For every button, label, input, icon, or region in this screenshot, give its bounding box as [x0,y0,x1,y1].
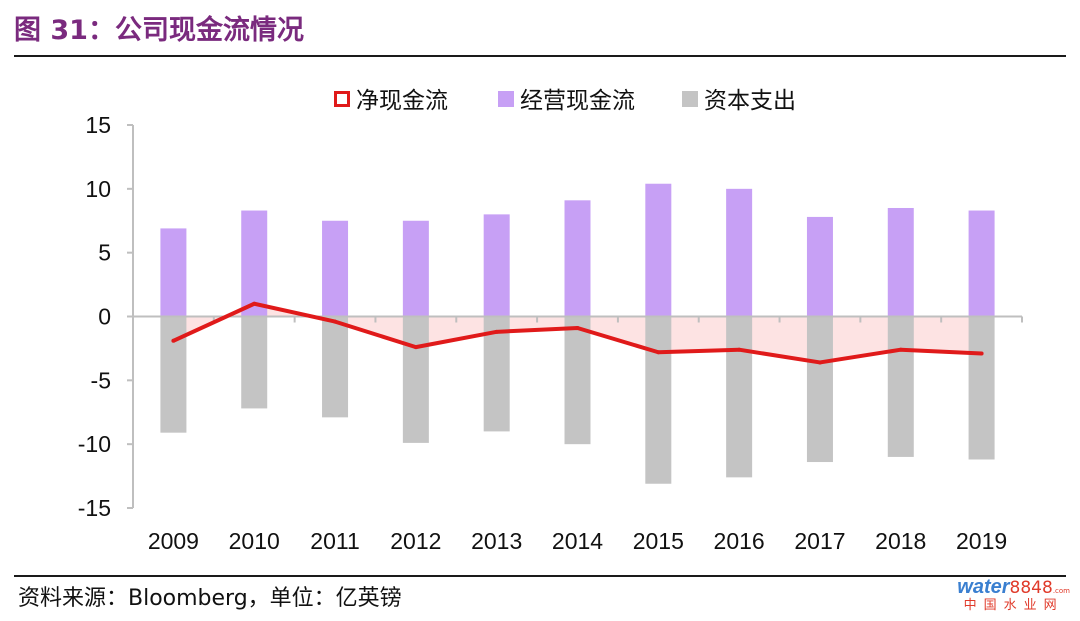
capex-bar-2019 [968,316,995,460]
operating-cash-flow-bar-2010 [241,210,268,317]
top-divider [14,55,1066,57]
x-tick-label-2017: 2017 [794,528,845,554]
watermark-number: 8848 [1009,578,1053,598]
operating-cash-flow-bar-2017 [806,216,833,317]
y-tick-label: -10 [78,431,111,457]
chart-legend: 净现金流 经营现金流 资本支出 [334,88,796,114]
capex-bar-2013 [483,316,510,432]
net-cash-flow-point-2019 [979,351,984,356]
net-cash-flow-point-2010 [252,301,257,306]
y-tick-label: 0 [98,304,111,330]
x-tick-label-2009: 2009 [148,528,199,554]
net-cash-flow-point-2017 [817,360,822,365]
operating-cash-flow-bar-2013 [483,214,510,317]
legend-item-3: 资本支出 [682,88,796,114]
x-tick-label-2015: 2015 [633,528,684,554]
bars-layer [160,183,995,484]
net-cash-flow-point-2009 [171,338,176,343]
x-tick-label-2010: 2010 [229,528,280,554]
operating-cash-flow-bar-2009 [160,228,187,317]
page-title: 图 31：公司现金流情况 [14,15,304,46]
legend-item-2: 经营现金流 [498,88,635,114]
net-cash-flow-point-2016 [737,347,742,352]
net-cash-flow-point-2018 [898,347,903,352]
net-cash-flow-point-2015 [656,350,661,355]
operating-cash-flow-bar-2018 [887,207,914,317]
capex-bar-2017 [806,316,833,463]
source-note: 资料来源：Bloomberg，单位：亿英镑 [18,586,402,611]
capex-bar-2010 [241,316,268,409]
capex-bar-2015 [645,316,672,484]
legend-swatch-net-cash-flow [334,91,350,107]
bottom-divider [14,575,1066,577]
operating-cash-flow-bar-2019 [968,210,995,317]
y-tick-label: -15 [78,495,111,521]
operating-cash-flow-bar-2012 [402,220,429,317]
operating-cash-flow-bar-2011 [322,220,349,317]
net-cash-flow-point-2011 [333,319,338,324]
capex-bar-2016 [726,316,753,478]
operating-cash-flow-bar-2015 [645,183,672,317]
watermark-logo: water8848.com 中国水业网 [957,577,1070,612]
legend-swatch [682,91,698,107]
net-cash-flow-line-layer [171,301,984,365]
y-tick-label: -5 [91,367,111,393]
x-tick-label-2018: 2018 [875,528,926,554]
watermark-brand: water [957,576,1010,598]
legend-label: 经营现金流 [520,88,635,114]
net-cash-flow-point-2014 [575,325,580,330]
y-axis: 15 10 5 0 -5 -10 -15 [78,112,134,521]
net-cash-flow-point-2013 [494,329,499,334]
capex-bar-2014 [564,316,591,445]
legend-label: 净现金流 [356,88,448,114]
x-tick-label-2014: 2014 [552,528,603,554]
watermark-domain: .com [1052,587,1070,595]
x-tick-label-2016: 2016 [714,528,765,554]
y-tick-label: 10 [85,176,111,202]
capex-bar-2018 [887,316,914,457]
x-axis: 2009 2010 2011 2012 2013 2014 2015 2016 2017 2018… [132,315,1023,554]
capex-bar-2009 [160,316,187,433]
legend-swatch [498,91,514,107]
operating-cash-flow-bar-2014 [564,200,591,317]
y-tick-label: 5 [98,240,111,266]
legend-label: 资本支出 [704,88,796,114]
x-tick-label-2013: 2013 [471,528,522,554]
capex-bar-2011 [322,316,349,418]
legend-item-1: 净现金流 [334,88,448,114]
y-tick-label: 15 [85,112,111,138]
x-tick-label-2019: 2019 [956,528,1007,554]
capex-bar-2012 [402,316,429,443]
operating-cash-flow-bar-2016 [726,188,753,317]
x-tick-label-2012: 2012 [390,528,441,554]
x-tick-label-2011: 2011 [310,528,359,554]
watermark-cn: 中国水业网 [963,598,1064,613]
net-cash-flow-point-2012 [413,345,418,350]
